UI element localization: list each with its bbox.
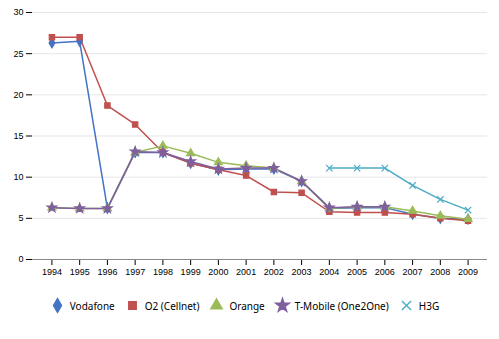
svg-text:25: 25 bbox=[13, 49, 23, 59]
svg-text:30: 30 bbox=[13, 7, 23, 17]
html-text:Orange: Orange bbox=[229, 298, 265, 313]
html-text:Vodafone: Vodafone bbox=[69, 298, 115, 313]
svg-text:2003: 2003 bbox=[292, 267, 312, 277]
svg-text:1995: 1995 bbox=[70, 267, 90, 277]
svg-text:1998: 1998 bbox=[153, 267, 173, 277]
svg-text:2000: 2000 bbox=[208, 267, 228, 277]
svg-text:1999: 1999 bbox=[181, 267, 201, 277]
html-text:O2 (Cellnet): O2 (Cellnet) bbox=[144, 298, 200, 313]
svg-text:10: 10 bbox=[13, 172, 23, 182]
svg-text:2009: 2009 bbox=[458, 267, 478, 277]
svg-text:2008: 2008 bbox=[430, 267, 450, 277]
svg-text:2002: 2002 bbox=[264, 267, 284, 277]
svg-text:1996: 1996 bbox=[97, 267, 117, 277]
html-text:T-Mobile (One2One): T-Mobile (One2One) bbox=[294, 298, 389, 313]
svg-text:2006: 2006 bbox=[375, 267, 395, 277]
svg-text:0: 0 bbox=[18, 254, 23, 264]
svg-text:2005: 2005 bbox=[347, 267, 367, 277]
svg-text:2004: 2004 bbox=[319, 267, 339, 277]
svg-text:1997: 1997 bbox=[125, 267, 145, 277]
svg-text:1994: 1994 bbox=[42, 267, 62, 277]
svg-text:2001: 2001 bbox=[236, 267, 256, 277]
svg-text:15: 15 bbox=[13, 131, 23, 141]
svg-text:5: 5 bbox=[18, 213, 23, 223]
svg-text:2007: 2007 bbox=[403, 267, 423, 277]
svg-text:20: 20 bbox=[13, 90, 23, 100]
html-text:H3G: H3G bbox=[418, 298, 440, 313]
